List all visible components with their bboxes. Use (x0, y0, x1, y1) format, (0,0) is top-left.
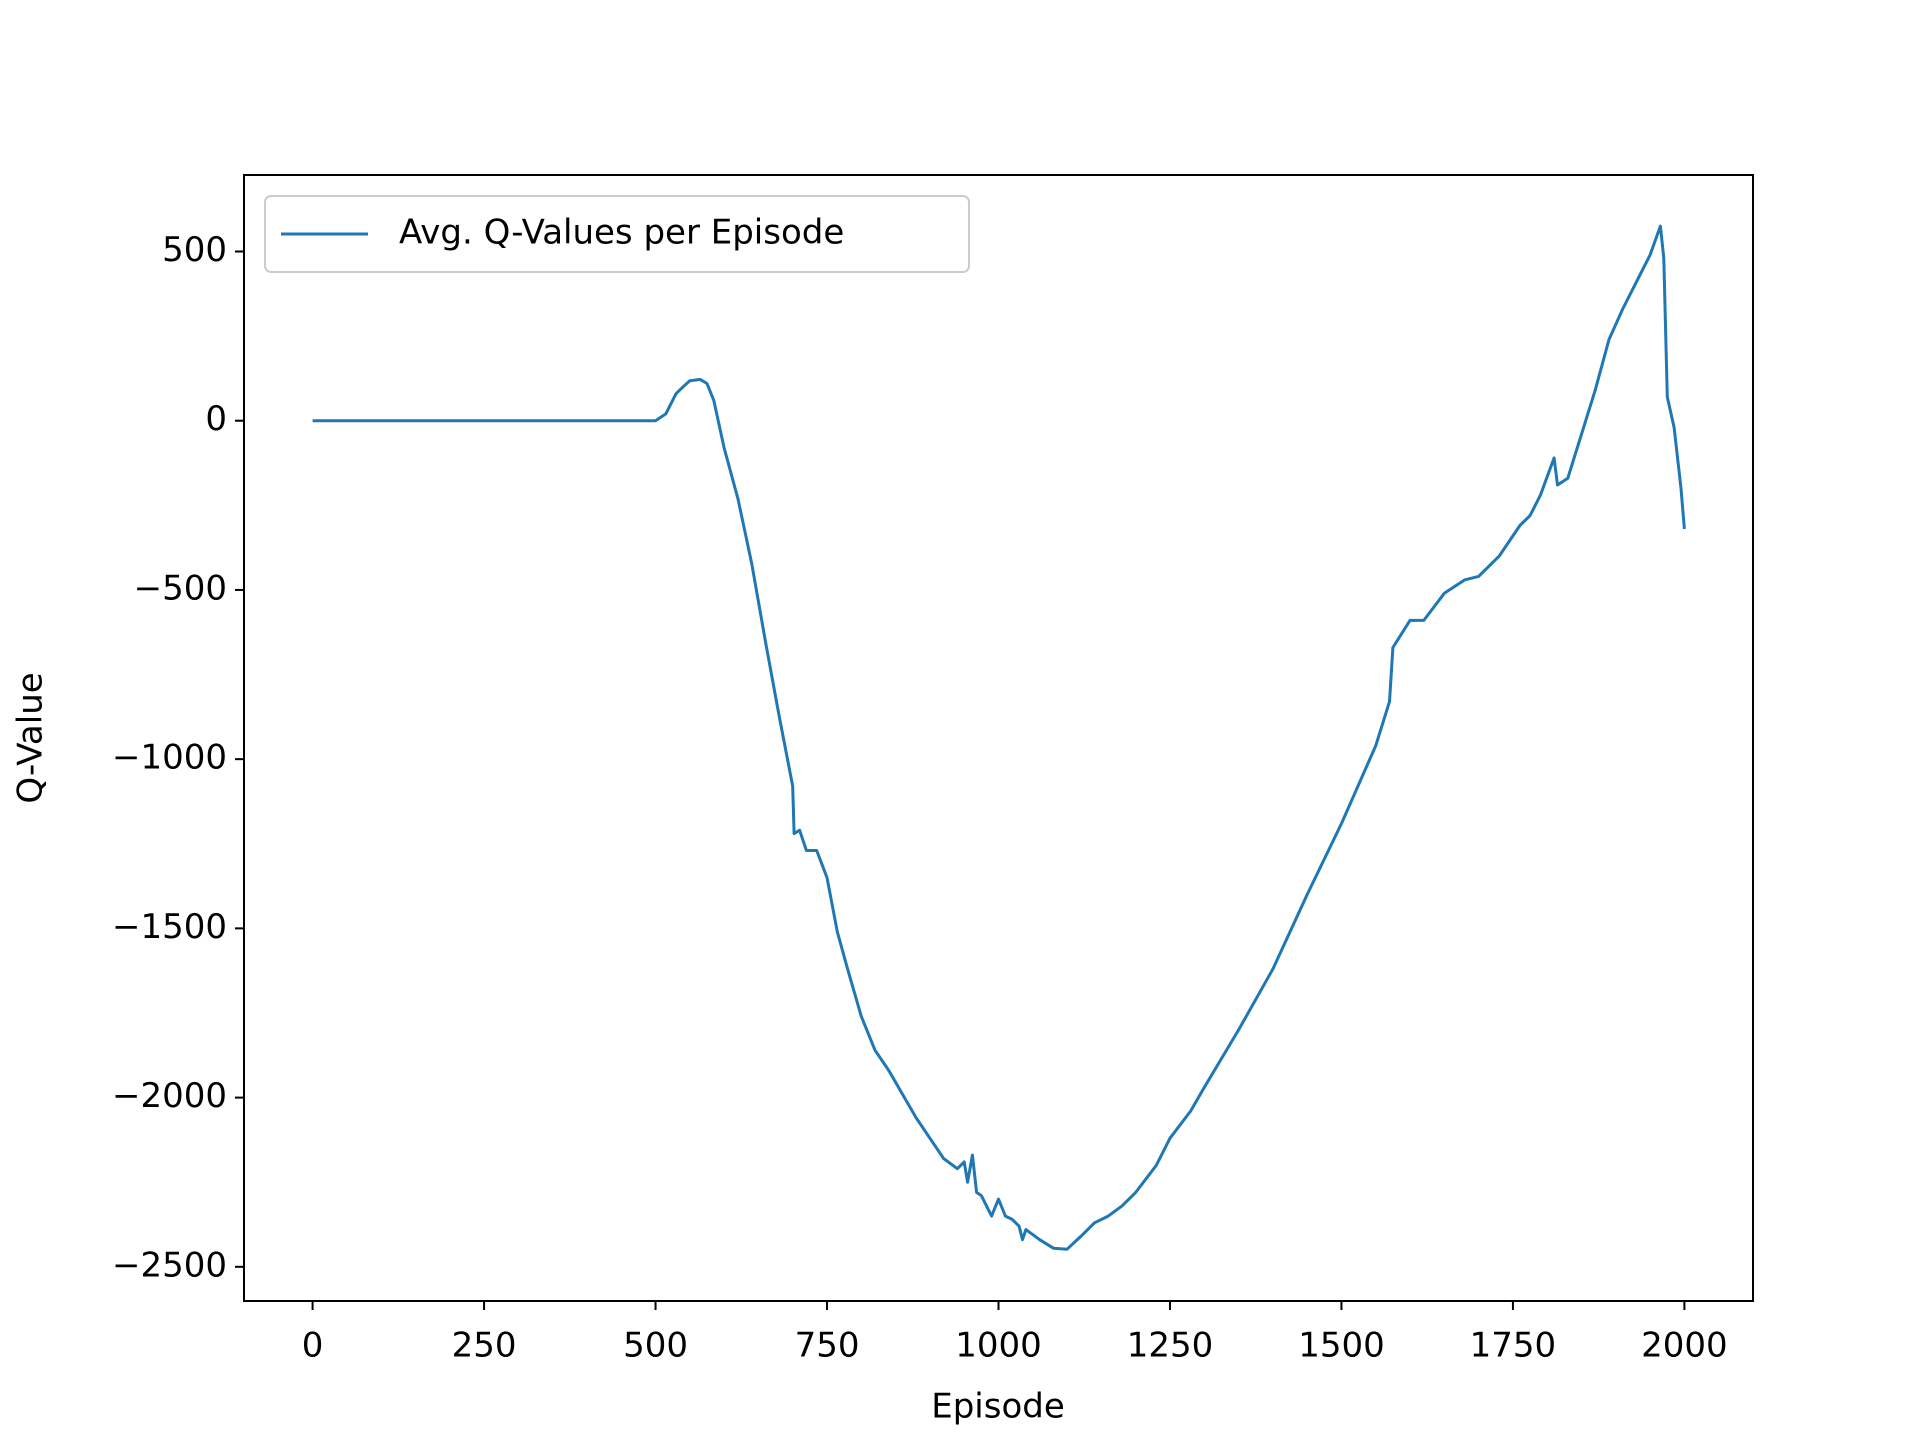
y-tick-label: 0 (205, 399, 227, 439)
axes-frame (243, 174, 1754, 1302)
y-tick-label: −2000 (112, 1076, 227, 1116)
y-tick-label: −2500 (112, 1245, 227, 1285)
x-tick-label: 1500 (1298, 1326, 1385, 1366)
x-tick-label: 1750 (1470, 1326, 1557, 1366)
y-axis-label: Q-Value (11, 672, 51, 803)
x-tick-label: 500 (623, 1326, 688, 1366)
x-tick-label: 750 (795, 1326, 860, 1366)
legend-box (264, 195, 970, 273)
x-axis-label: Episode (931, 1387, 1065, 1427)
y-tick-label: −1000 (112, 738, 227, 778)
data-line (312, 224, 1686, 1251)
x-tick-label: 1250 (1127, 1326, 1214, 1366)
legend-label: Avg. Q-Values per Episode (399, 213, 844, 253)
y-tick-label: −1500 (112, 907, 227, 947)
x-tick-label: 0 (302, 1326, 324, 1366)
x-tick-label: 1000 (955, 1326, 1042, 1366)
x-tick-label: 2000 (1641, 1326, 1728, 1366)
x-tick-label: 250 (452, 1326, 517, 1366)
y-tick-label: −500 (134, 568, 227, 608)
y-tick-label: 500 (162, 230, 227, 270)
